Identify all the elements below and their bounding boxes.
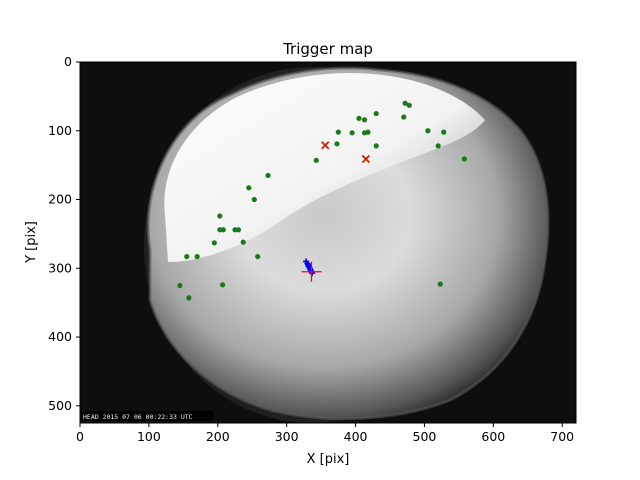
y-tick-label: 100 — [48, 123, 72, 138]
green-trigger-dot — [349, 130, 355, 136]
green-trigger-dot — [373, 110, 379, 117]
green-trigger-dot — [186, 295, 192, 301]
green-trigger-dot — [220, 282, 226, 288]
y-axis-label: Y [pix] — [24, 221, 39, 264]
green-trigger-dot — [255, 253, 261, 260]
green-trigger-dot — [251, 196, 257, 203]
green-trigger-dot — [240, 239, 246, 245]
x-axis-label: X [pix] — [307, 452, 350, 467]
chart-title: Trigger map — [282, 40, 373, 58]
green-trigger-dot — [373, 143, 379, 149]
red-plus-large-marker — [301, 261, 322, 282]
x-tick-label: 300 — [275, 429, 299, 444]
x-tick-label: 400 — [344, 429, 368, 444]
red-plus-marker — [301, 261, 322, 282]
x-tick-label: 0 — [76, 429, 84, 444]
image-timestamp: HEAD 2015 07 06 00:22:33 UTC — [83, 413, 193, 421]
green-trigger-points — [177, 100, 467, 301]
y-tick-label: 0 — [64, 54, 72, 69]
allsky-image: HEAD 2015 07 06 00:22:33 UTC — [80, 62, 576, 423]
x-axis-ticks: 0 100 200 300 400 500 600 700 — [76, 423, 574, 444]
x-tick-label: 100 — [137, 429, 161, 444]
y-tick-label: 400 — [48, 329, 72, 344]
green-trigger-dot — [235, 227, 242, 233]
green-trigger-dot — [313, 157, 319, 163]
green-trigger-dot — [356, 115, 362, 121]
green-trigger-dot — [246, 185, 252, 191]
x-tick-label: 500 — [413, 429, 437, 444]
y-tick-label: 200 — [48, 192, 72, 207]
green-trigger-dot — [265, 172, 271, 179]
red-x-markers — [321, 141, 371, 164]
green-trigger-dot — [361, 117, 368, 123]
red-x-marker — [321, 141, 330, 150]
x-tick-label: 600 — [481, 429, 505, 444]
y-tick-label: 500 — [48, 398, 72, 413]
green-trigger-dot — [184, 253, 190, 260]
green-trigger-dot — [217, 213, 223, 219]
green-trigger-dot — [177, 282, 183, 289]
green-trigger-dot — [441, 129, 447, 135]
green-trigger-dot — [194, 253, 200, 260]
green-trigger-dot — [437, 281, 443, 287]
plot-frame — [79, 61, 577, 424]
green-trigger-dot — [461, 156, 467, 162]
x-tick-label: 200 — [206, 429, 230, 444]
green-trigger-dot — [365, 129, 371, 135]
y-axis-ticks: 0 100 200 300 400 500 — [48, 54, 80, 413]
green-trigger-dot — [435, 143, 441, 149]
red-x-marker — [361, 154, 371, 164]
x-tick-label: 700 — [550, 429, 574, 444]
y-tick-label: 300 — [48, 260, 72, 275]
green-trigger-dot — [220, 227, 226, 233]
green-trigger-dot — [406, 102, 412, 108]
green-trigger-dot — [425, 128, 431, 134]
green-trigger-dot — [211, 240, 217, 246]
green-trigger-dot — [335, 129, 341, 135]
green-trigger-dot — [401, 114, 407, 120]
green-trigger-dot — [334, 141, 340, 147]
green-trigger-dot — [402, 100, 408, 106]
